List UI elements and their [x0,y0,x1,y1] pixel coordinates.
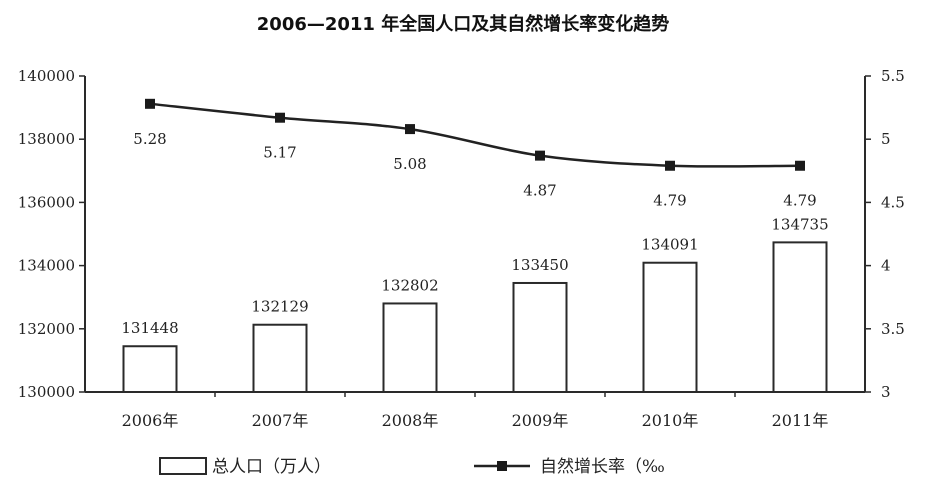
bar-data-label: 133450 [511,256,568,274]
growth-rate-point [795,160,805,171]
right-tick-label: 5 [881,130,891,148]
legend-bar-label: 总人口（万人） [212,457,331,477]
growth-rate-data-label: 5.08 [393,155,426,173]
growth-rate-point [535,150,545,161]
bar [252,323,308,393]
left-tick-label: 134000 [18,257,75,275]
bar [122,345,178,393]
right-tick-label: 5.5 [881,67,905,85]
left-tick-label: 132000 [18,320,75,338]
line-series-growth-rate: 5.28 5.17 5.08 4.87 4.79 4.79 [133,98,817,210]
legend-bar-swatch [159,457,207,475]
growth-rate-point [405,124,415,135]
growth-rate-data-label: 4.87 [523,182,556,200]
bar [642,261,698,393]
x-tick-label: 2007年 [252,411,309,430]
left-tick-label: 140000 [18,67,75,85]
growth-rate-line [149,102,801,168]
right-tick-label: 4 [881,257,891,275]
growth-rate-point [145,98,155,109]
growth-rate-point [665,160,675,171]
growth-rate-data-label: 4.79 [783,192,816,210]
chart-title: 2006—2011 年全国人口及其自然增长率变化趋势 [257,13,669,35]
growth-rate-data-label: 5.17 [263,144,296,162]
x-tick-label: 2010年 [642,411,699,430]
bar [382,302,438,393]
bar-series-population: 131448 132129 132802 133450 134091 134735 [121,215,829,394]
growth-rate-data-label: 4.79 [653,192,686,210]
bar-data-label: 134735 [771,215,828,233]
bar-data-label: 131448 [121,319,178,337]
right-tick-label: 3.5 [881,320,905,338]
left-tick-label: 136000 [18,193,75,211]
legend-line-label: 自然增长率（‰ [540,457,665,477]
bar [512,281,568,394]
left-tick-label: 138000 [18,130,75,148]
growth-rate-data-label: 5.28 [133,130,166,148]
axes: 130000 132000 134000 136000 138000 140000 3 3.5… [18,67,905,430]
right-tick-label: 4.5 [881,193,905,211]
x-tick-label: 2008年 [382,411,439,430]
x-tick-label: 2009年 [512,411,569,430]
growth-rate-point [275,112,285,123]
bar [772,241,828,393]
bar-data-label: 134091 [641,236,698,254]
x-tick-label: 2006年 [122,411,179,430]
right-tick-label: 3 [881,383,891,401]
bar-data-label: 132802 [381,276,438,294]
bar-data-label: 132129 [251,298,308,316]
legend: 总人口（万人） 自然增长率（‰ [159,457,665,477]
x-tick-label: 2011年 [772,411,829,430]
left-tick-label: 130000 [18,383,75,401]
legend-line-marker [497,461,507,471]
